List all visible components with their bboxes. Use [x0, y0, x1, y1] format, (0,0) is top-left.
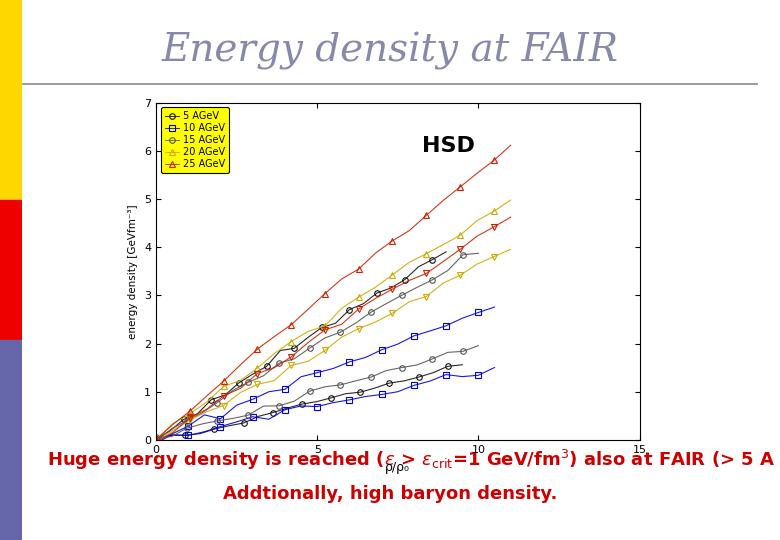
- Bar: [0, 200, 22, 340]
- Legend: 5 AGeV, 10 AGeV, 15 AGeV, 20 AGeV, 25 AGeV: 5 AGeV, 10 AGeV, 15 AGeV, 20 AGeV, 25 AG…: [161, 107, 229, 173]
- X-axis label: ρ/ρ₀: ρ/ρ₀: [385, 461, 410, 474]
- Y-axis label: energy density [GeVfm⁻³]: energy density [GeVfm⁻³]: [129, 204, 139, 339]
- Text: Huge energy density is reached ($\varepsilon$ > $\varepsilon_{\rm crit}$=1 GeV/f: Huge energy density is reached ($\vareps…: [47, 448, 780, 472]
- Bar: [0, 0, 22, 200]
- Text: Energy density at FAIR: Energy density at FAIR: [161, 32, 619, 70]
- Text: Addtionally, high baryon density.: Addtionally, high baryon density.: [223, 485, 557, 503]
- Text: HSD: HSD: [422, 137, 475, 157]
- Bar: [0, 340, 22, 540]
